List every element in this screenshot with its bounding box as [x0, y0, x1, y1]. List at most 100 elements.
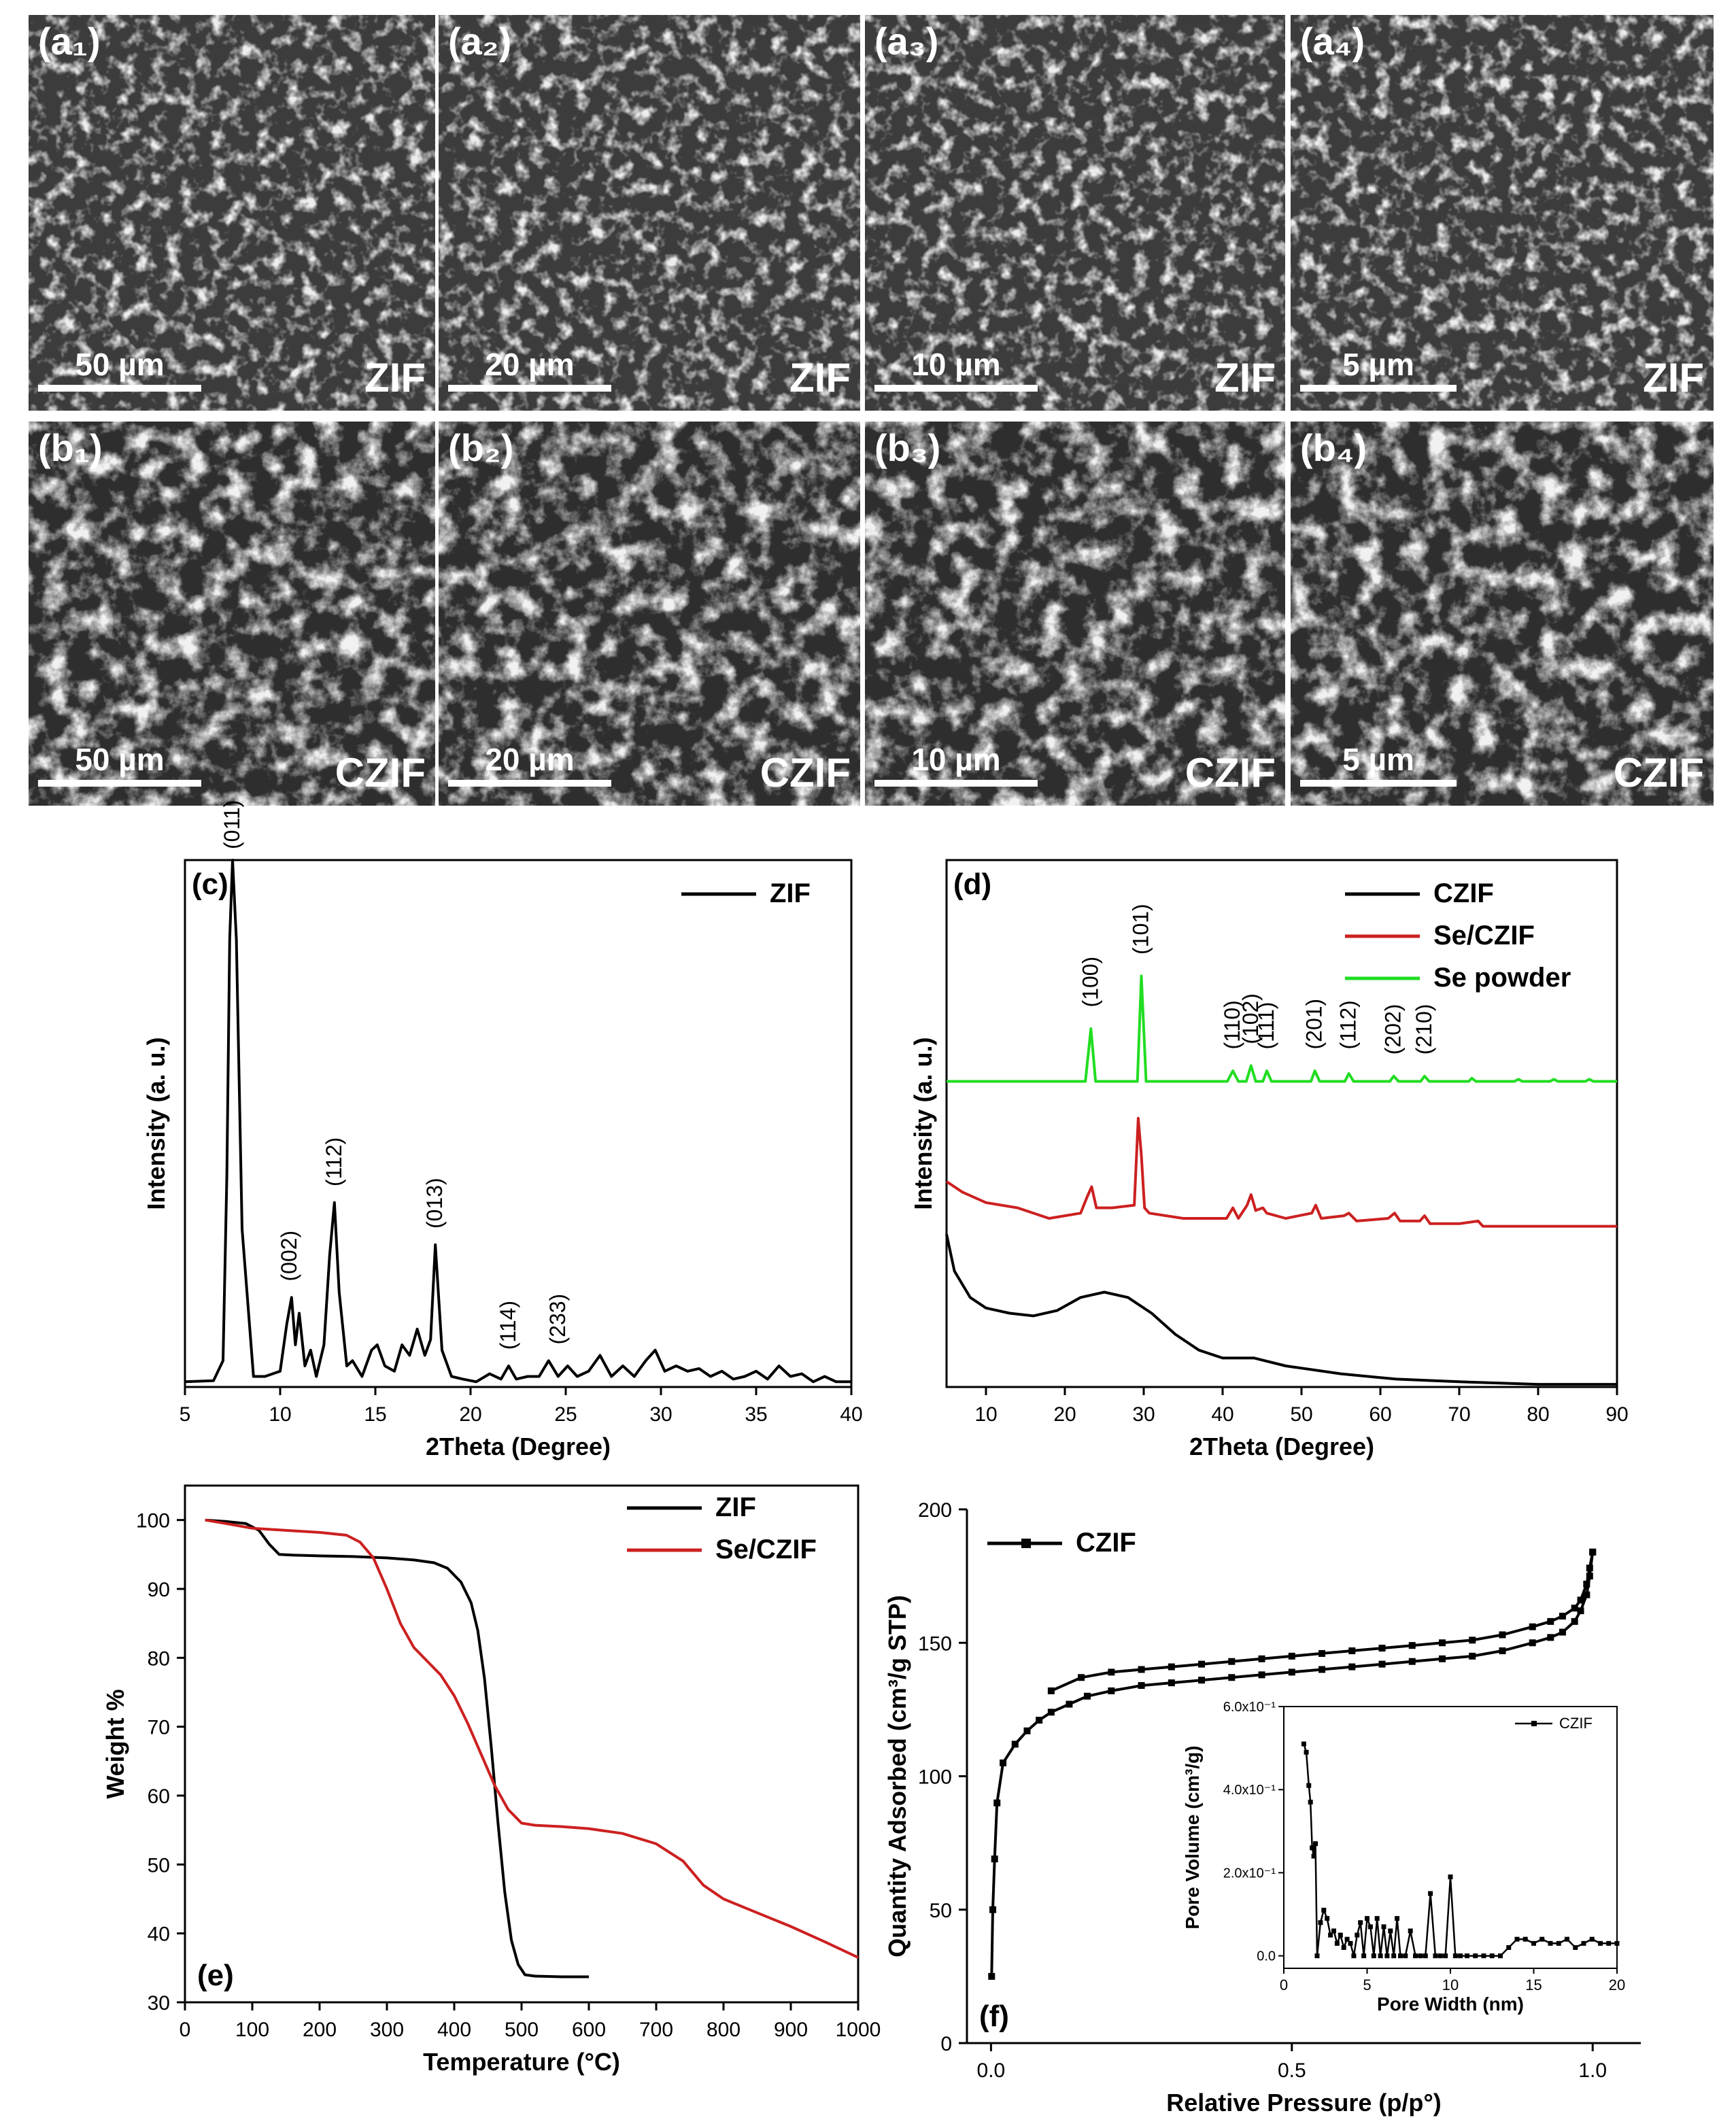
data-point [1547, 1617, 1554, 1625]
sample-label: CZIF [760, 750, 851, 795]
inset-legend-label: CZIF [1559, 1715, 1593, 1732]
inset-data-point [1408, 1928, 1413, 1934]
data-point [1577, 1596, 1584, 1604]
inset-data-point [1301, 1741, 1306, 1747]
peak-label: (233) [545, 1294, 570, 1345]
data-point [1168, 1679, 1175, 1687]
data-point [1571, 1617, 1578, 1625]
scale-bar-label: 5 µm [1342, 742, 1414, 777]
scale-bar-label: 50 µm [75, 347, 164, 382]
x-tick-label: 40 [1211, 1403, 1233, 1426]
data-point [1078, 1674, 1085, 1681]
sem-texture [1291, 15, 1714, 411]
inset-data-point [1367, 1924, 1373, 1930]
x-tick-label: 0 [180, 2019, 191, 2041]
scale-bar-label: 5 µm [1342, 347, 1414, 382]
scale-bar [874, 385, 1038, 392]
data-point [1439, 1639, 1446, 1647]
peak-label: (102) [1238, 993, 1263, 1044]
inset-data-point [1328, 1932, 1333, 1938]
y-tick-label: 50 [148, 1854, 170, 1877]
inset-frame [1283, 1706, 1618, 1969]
x-tick-label: 35 [745, 1403, 767, 1426]
legend-item: Se/CZIF [1345, 921, 1535, 950]
inset-data-point [1539, 1936, 1545, 1942]
x-tick-label: 20 [459, 1403, 481, 1426]
data-point [1469, 1652, 1476, 1660]
series-line-zif [205, 1518, 589, 1979]
x-tick-label: 5 [180, 1403, 191, 1426]
sem-panel-b4: (b₄) 5 µm CZIF [1291, 422, 1714, 806]
sem-panel-label: (a₁) [38, 20, 101, 63]
y-tick-label: 150 [918, 1632, 952, 1655]
x-tick-label: 900 [774, 2019, 808, 2041]
inset-data-point [1358, 1920, 1363, 1925]
y-axis-label: Quantity Adsorbed (cm³/g STP) [883, 1595, 911, 1957]
x-tick-label: 1000 [836, 2019, 881, 2041]
x-tick-label: 40 [840, 1403, 862, 1426]
sem-panel-a3: (a₃) 10 µm ZIF [865, 15, 1285, 411]
inset-x-tick-label: 10 [1442, 1976, 1459, 1993]
sem-panel-label: (b₃) [874, 426, 940, 469]
series-line-zif [184, 859, 851, 1384]
x-tick-label: 25 [554, 1403, 577, 1426]
x-tick-label: 10 [974, 1403, 997, 1426]
series-line-se-czif [205, 1518, 859, 1959]
y-axis-label: Intensity (a. u.) [142, 1037, 170, 1210]
sem-panel-label: (b₂) [448, 426, 513, 469]
sem-texture [439, 15, 860, 411]
series-line-se-powder [947, 974, 1617, 1083]
y-tick-label: 50 [930, 1900, 952, 1922]
data-point [1047, 1687, 1055, 1694]
sem-panel-a1: (a₁) 50 µm ZIF [29, 15, 435, 411]
scale-bar-label: 50 µm [75, 742, 164, 777]
x-tick-label: 0.5 [1278, 2059, 1306, 2082]
x-tick-label: 30 [1132, 1403, 1155, 1426]
y-tick-label: 100 [136, 1510, 170, 1532]
legend-label: Se powder [1433, 963, 1571, 993]
inset-data-point [1481, 1953, 1486, 1959]
sample-label: CZIF [1185, 750, 1276, 795]
inset-data-point [1489, 1953, 1495, 1959]
plot-frame [184, 859, 853, 1388]
data-point [1499, 1647, 1506, 1655]
data-point [1258, 1671, 1265, 1679]
y-tick-label: 30 [148, 1992, 170, 2015]
series-line-czif [945, 1233, 1617, 1386]
legend-item: CZIF [987, 1528, 1136, 1558]
inset-data-point [1423, 1953, 1428, 1959]
inset-data-point [1565, 1936, 1569, 1942]
inset-data-point [1452, 1953, 1458, 1959]
data-point [1529, 1623, 1536, 1630]
inset-data-point [1378, 1953, 1383, 1959]
scale-bar-label: 20 µm [485, 347, 574, 382]
inset-data-point [1355, 1932, 1360, 1938]
data-point [1228, 1658, 1236, 1665]
peak-label: (100) [1078, 957, 1102, 1008]
inset-data-point [1448, 1874, 1453, 1880]
peak-label: (112) [322, 1137, 346, 1186]
data-point [1228, 1674, 1236, 1681]
y-tick-label: 70 [148, 1717, 170, 1739]
inset-data-point [1437, 1953, 1443, 1959]
inset-pore-size-distribution: 0 5 10 15 20 0.0 2.0x10⁻¹ 4.0x10⁻¹ 6.0x10⁻¹ Pore … [1182, 1700, 1625, 2015]
scale-bar [38, 780, 201, 787]
inset-data-point [1522, 1936, 1528, 1942]
sem-panel-b3: (b₃) 10 µm CZIF [865, 422, 1285, 806]
scale-bar-label: 10 µm [911, 347, 1000, 382]
y-axis-label: Intensity (a. u.) [909, 1037, 937, 1210]
inset-data-point [1589, 1936, 1595, 1942]
sample-label: ZIF [789, 355, 851, 400]
x-tick-label: 0.0 [977, 2059, 1006, 2082]
chart-e-tga: 0 100 200 300 400 500 600 700 800 900 1000 30 40 50 60… [101, 1484, 881, 2076]
inset-data-point [1514, 1936, 1520, 1942]
inset-data-point [1573, 1945, 1578, 1950]
inset-data-point [1581, 1940, 1586, 1946]
data-point [1589, 1548, 1597, 1556]
legend-label: ZIF [770, 878, 811, 908]
legend-label: ZIF [715, 1492, 756, 1522]
data-point [1083, 1692, 1091, 1700]
sem-panel-b2: (b₂) 20 µm CZIF [439, 422, 860, 806]
data-point [1047, 1709, 1055, 1716]
